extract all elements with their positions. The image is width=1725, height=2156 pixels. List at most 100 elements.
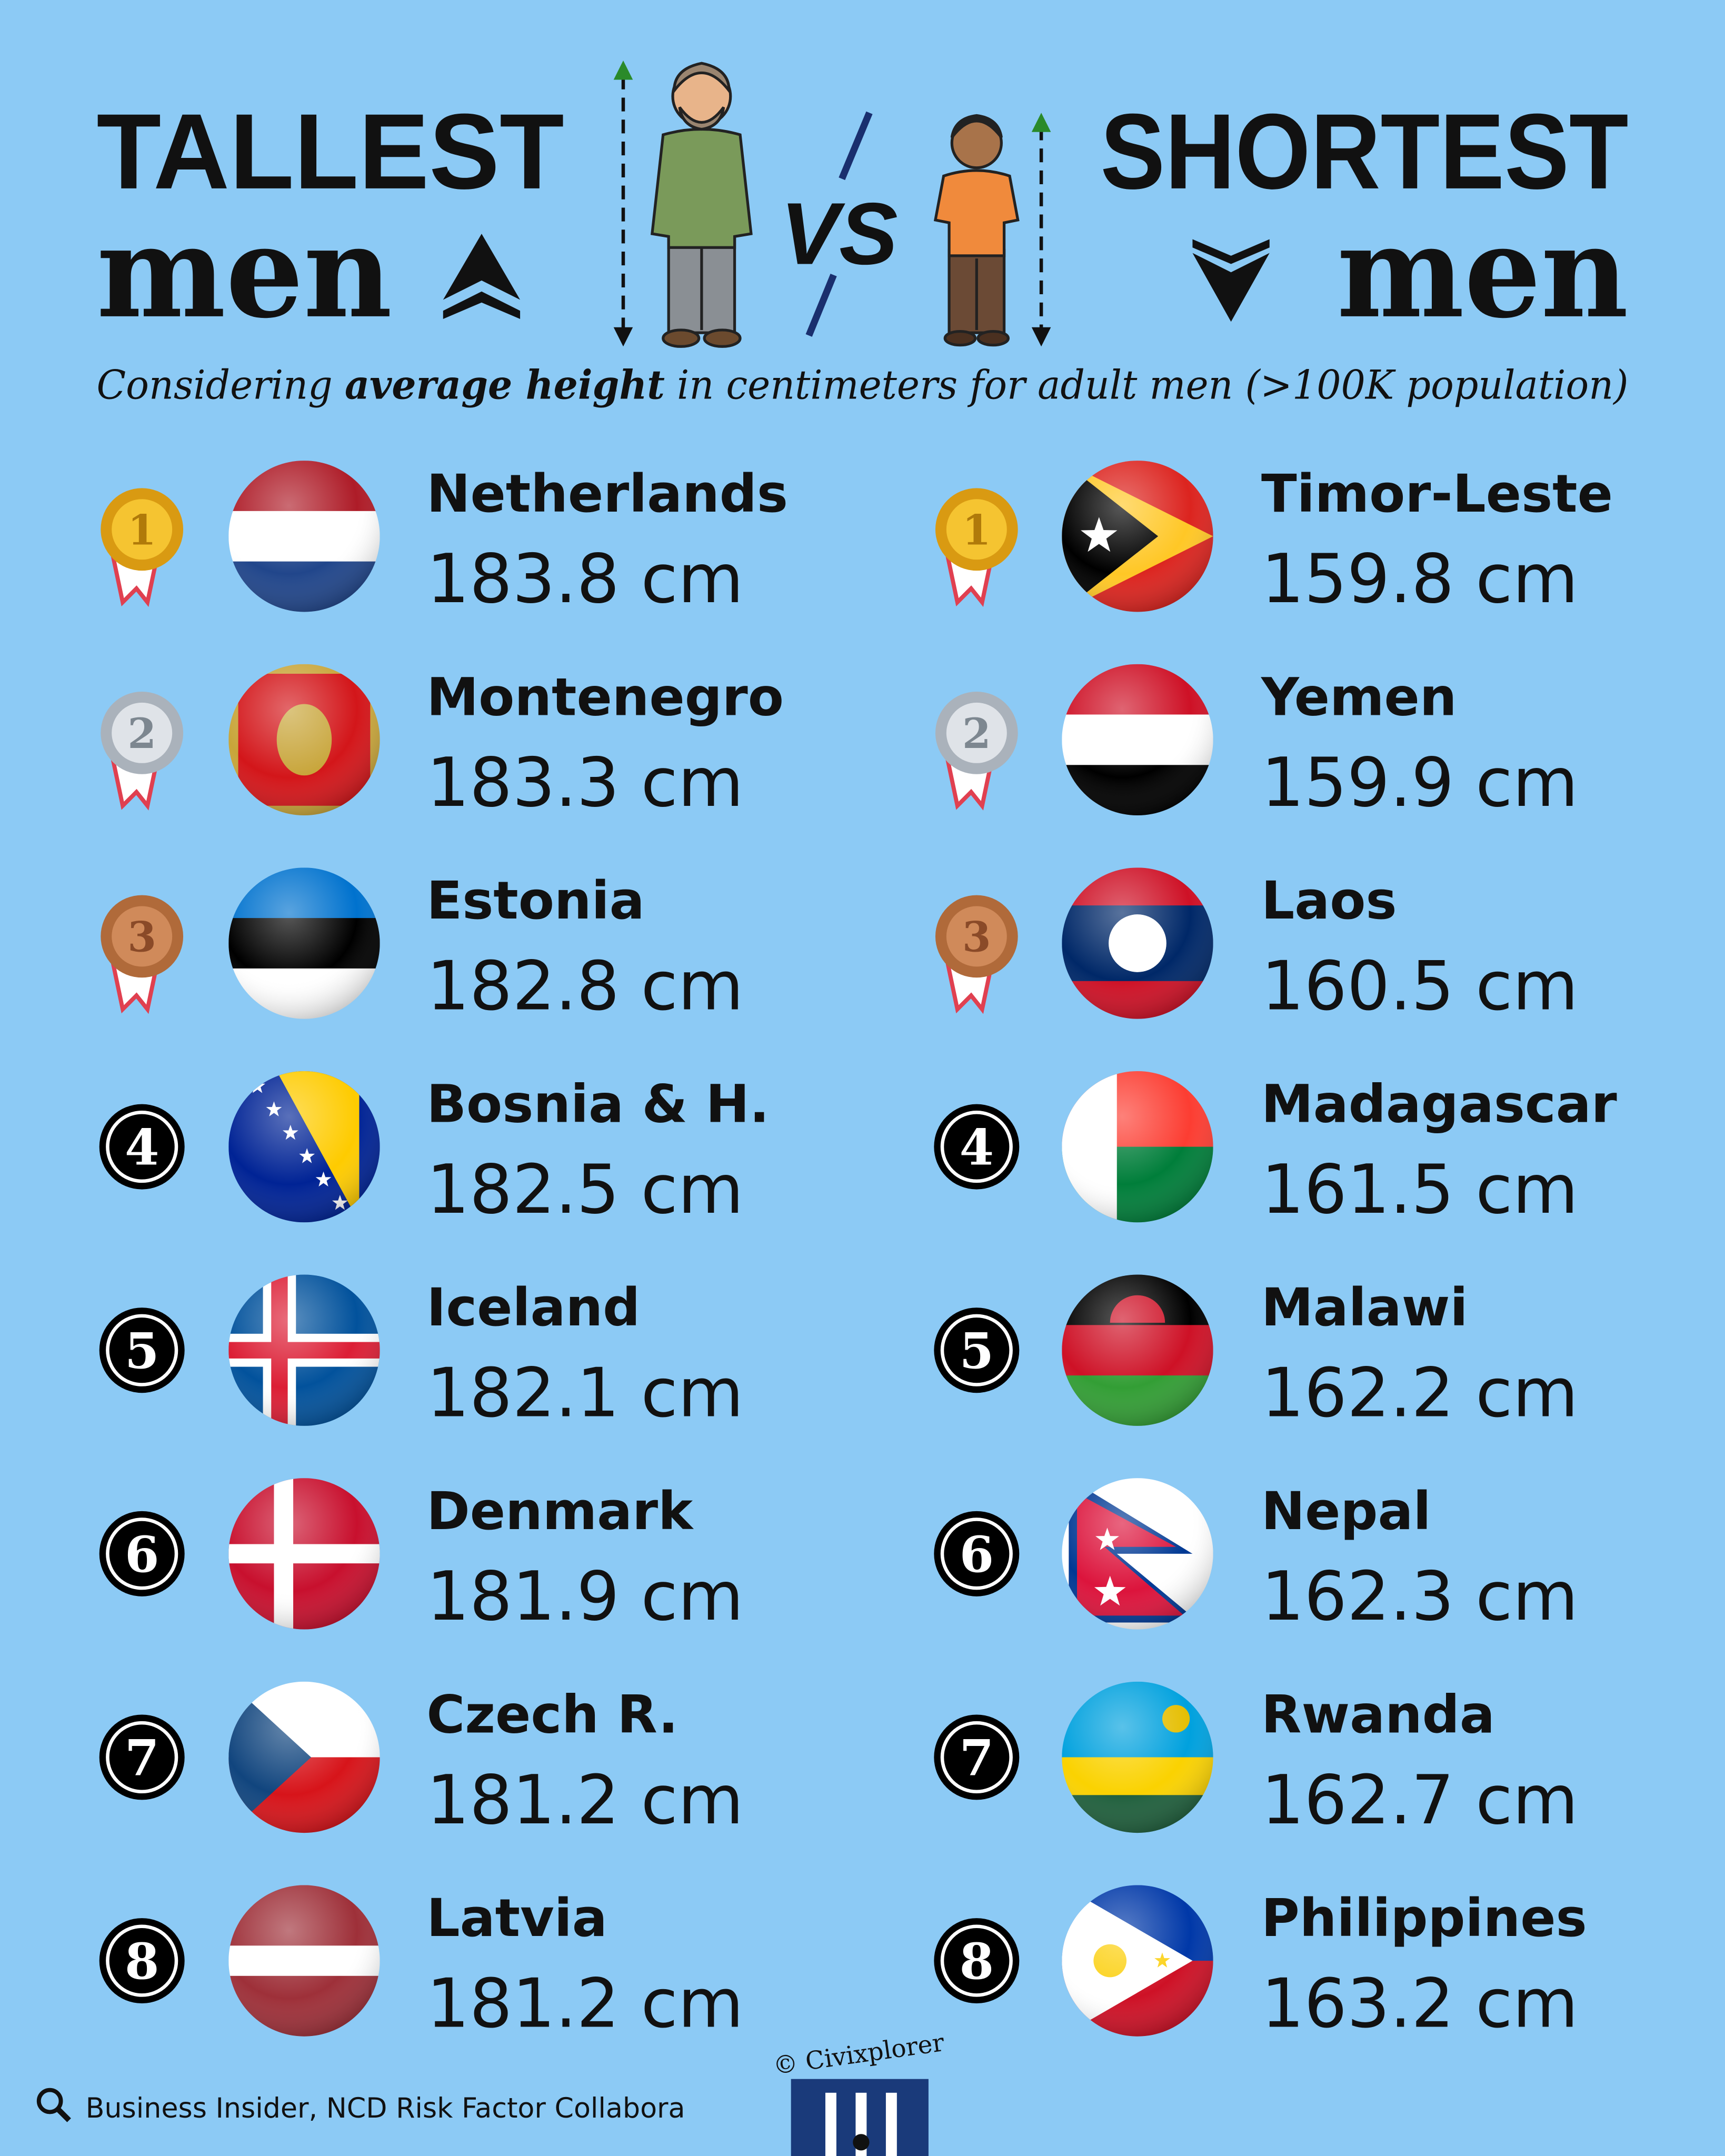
rank-ring bbox=[940, 1518, 1013, 1590]
tall-man-figure bbox=[650, 62, 753, 348]
height: 162.3 cm bbox=[1261, 1558, 1578, 1636]
ranking-row: 5 Iceland 182.1 cm bbox=[99, 1274, 744, 1433]
rank: 2 bbox=[127, 710, 156, 758]
medal-face bbox=[112, 702, 173, 763]
country: Laos bbox=[1261, 871, 1397, 931]
country: Latvia bbox=[426, 1888, 607, 1949]
rank-badge bbox=[99, 1918, 185, 2004]
medal-face bbox=[946, 499, 1007, 560]
country: Netherlands bbox=[426, 464, 788, 524]
medal-face bbox=[112, 906, 173, 967]
right-subtitle: men bbox=[1337, 197, 1629, 346]
rank: 1 bbox=[127, 506, 156, 554]
vs-mark: VS bbox=[781, 111, 898, 337]
rank: 5 bbox=[125, 1322, 159, 1380]
ranking-row: 6 Denmark 181.9 cm bbox=[99, 1478, 744, 1636]
height: 162.7 cm bbox=[1261, 1761, 1578, 1840]
rank: 6 bbox=[125, 1526, 159, 1584]
subtitle-text: in centimeters for adult men (>100K popu… bbox=[665, 362, 1629, 408]
rank-ring bbox=[106, 1111, 178, 1183]
height: 161.5 cm bbox=[1261, 1151, 1578, 1229]
height: 162.2 cm bbox=[1261, 1354, 1578, 1433]
height: 163.2 cm bbox=[1261, 1964, 1578, 2043]
vs-text: VS bbox=[781, 185, 898, 283]
height: 182.8 cm bbox=[426, 947, 743, 1025]
ranking-row: 1 Timor-Leste 159.8 cm bbox=[935, 461, 1613, 618]
flag-gloss bbox=[1062, 461, 1213, 612]
country: Denmark bbox=[426, 1481, 694, 1542]
ranking-row: 5 Malawi 162.2 cm bbox=[934, 1274, 1578, 1433]
ranking-row: 1 Netherlands 183.8 cm bbox=[101, 461, 788, 618]
height: 182.5 cm bbox=[426, 1151, 743, 1229]
subtitle-text: Considering bbox=[96, 362, 344, 408]
rank-badge bbox=[934, 1104, 1020, 1190]
flag-gloss bbox=[228, 664, 380, 816]
rank: 5 bbox=[960, 1322, 994, 1380]
rank-ring bbox=[106, 1314, 178, 1386]
rank: 7 bbox=[960, 1729, 994, 1787]
down-icon bbox=[1192, 239, 1270, 322]
short-arrow bbox=[1031, 113, 1051, 347]
left-title: TALLEST bbox=[96, 92, 564, 212]
rank-ring bbox=[940, 1721, 1013, 1794]
height: 183.3 cm bbox=[426, 744, 743, 822]
country: Malawi bbox=[1261, 1277, 1468, 1338]
medal-face bbox=[112, 499, 173, 560]
flag-gloss bbox=[1062, 1274, 1213, 1426]
rank-badge bbox=[934, 1714, 1020, 1800]
rank-badge bbox=[934, 1307, 1020, 1393]
rank-ring bbox=[106, 1721, 178, 1794]
rank-ring bbox=[940, 1314, 1013, 1386]
flag-gloss bbox=[228, 1681, 380, 1833]
height: 182.1 cm bbox=[426, 1354, 743, 1433]
ranking-row: 2 Montenegro 183.3 cm bbox=[101, 664, 784, 822]
flag-gloss bbox=[228, 1071, 380, 1223]
right-title: SHORTEST bbox=[1100, 92, 1628, 212]
country: Nepal bbox=[1261, 1481, 1431, 1542]
flag-gloss bbox=[1062, 1478, 1213, 1630]
rank: 8 bbox=[125, 1933, 159, 1991]
height: 159.8 cm bbox=[1261, 540, 1578, 618]
ranking-row: 6 Nepal 162.3 cm bbox=[934, 1478, 1578, 1636]
ranking-row: 4 Bosnia & H. 182.5 cm bbox=[99, 1071, 769, 1229]
rank: 7 bbox=[125, 1729, 159, 1787]
flag-gloss bbox=[228, 867, 380, 1019]
flag-gloss bbox=[1062, 1681, 1213, 1833]
rank: 1 bbox=[962, 506, 991, 554]
ranking-row: 7 Czech R. 181.2 cm bbox=[99, 1681, 744, 1840]
country: Montenegro bbox=[426, 667, 784, 727]
up-icon bbox=[443, 234, 521, 320]
rank-badge bbox=[99, 1511, 185, 1596]
medal-face bbox=[946, 906, 1007, 967]
ranking-row: 7 Rwanda 162.7 cm bbox=[934, 1681, 1578, 1840]
short-man-figure bbox=[933, 114, 1020, 347]
ranking-row: 2 Yemen 159.9 cm bbox=[935, 664, 1578, 822]
flag-gloss bbox=[1062, 1071, 1213, 1223]
source: Business Insider, NCD Risk Factor Collab… bbox=[86, 2093, 685, 2124]
ranking-row: 8 Latvia 181.2 cm bbox=[99, 1885, 744, 2043]
subtitle-emphasis: average height bbox=[345, 362, 665, 408]
rank-ring bbox=[940, 1924, 1013, 1997]
height: 181.2 cm bbox=[426, 1761, 743, 1840]
height: 181.2 cm bbox=[426, 1964, 743, 2043]
flag-gloss bbox=[1062, 867, 1213, 1019]
flag-gloss bbox=[228, 1885, 380, 2037]
rank-badge bbox=[99, 1307, 185, 1393]
left-subtitle: men bbox=[96, 197, 392, 346]
rank-ring bbox=[940, 1111, 1013, 1183]
rank: 8 bbox=[960, 1933, 994, 1991]
country: Yemen bbox=[1261, 667, 1457, 727]
country: Bosnia & H. bbox=[426, 1074, 769, 1135]
rank: 4 bbox=[125, 1119, 159, 1177]
country: Iceland bbox=[426, 1277, 640, 1338]
tall-arrow bbox=[613, 60, 633, 347]
flag-gloss bbox=[228, 461, 380, 612]
subtitle: Considering average height in centimeter… bbox=[96, 362, 1628, 408]
country: Rwanda bbox=[1261, 1684, 1495, 1745]
height: 183.8 cm bbox=[426, 540, 743, 618]
height: 181.9 cm bbox=[426, 1558, 743, 1636]
flag-gloss bbox=[228, 1478, 380, 1630]
country: Philippines bbox=[1261, 1888, 1587, 1949]
rank-badge bbox=[934, 1918, 1020, 2004]
